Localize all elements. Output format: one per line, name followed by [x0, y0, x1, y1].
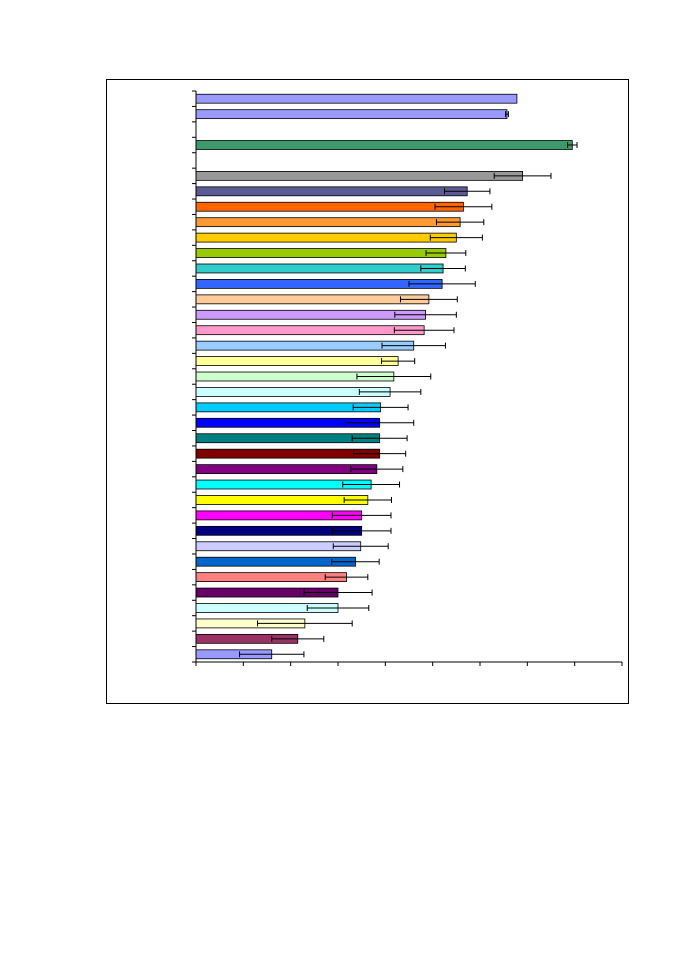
error-bar	[342, 481, 401, 488]
bar	[195, 109, 508, 120]
error-bar	[434, 203, 493, 210]
error-bar	[257, 620, 353, 627]
bar	[195, 93, 518, 104]
error-bar	[505, 111, 509, 118]
error-bar	[358, 388, 422, 395]
error-bar	[567, 142, 578, 149]
error-bar	[332, 543, 389, 550]
bar	[195, 448, 381, 459]
bar	[195, 340, 415, 351]
error-bar	[331, 527, 392, 534]
error-bar	[351, 435, 408, 442]
bar	[195, 232, 457, 243]
error-bar	[343, 496, 392, 503]
bar	[195, 325, 425, 336]
error-bar	[303, 589, 373, 596]
bar	[195, 217, 461, 228]
bar	[195, 356, 399, 366]
bar	[195, 201, 464, 212]
error-bar	[331, 512, 392, 519]
axis-ticks	[192, 90, 623, 666]
error-bar	[352, 404, 409, 411]
error-bar	[425, 250, 467, 257]
error-bar	[394, 311, 457, 318]
bar	[195, 495, 369, 505]
error-bar	[239, 651, 305, 658]
error-bar	[353, 450, 407, 457]
error-bar	[399, 296, 458, 303]
error-bar	[493, 172, 552, 179]
error-bars	[239, 111, 578, 658]
error-bar	[381, 342, 446, 349]
error-bar	[324, 574, 369, 581]
bar	[195, 309, 426, 320]
error-bar	[429, 234, 483, 241]
error-bar	[420, 265, 466, 272]
error-bar	[356, 373, 432, 380]
error-bar	[381, 358, 416, 365]
error-bar	[435, 219, 485, 226]
error-bar	[408, 280, 476, 287]
bar	[195, 279, 443, 289]
bar	[195, 263, 444, 274]
bar	[195, 464, 378, 474]
bar	[195, 248, 447, 258]
error-bar	[331, 558, 380, 565]
error-bar	[345, 419, 415, 426]
error-bar	[271, 635, 325, 642]
bar	[195, 140, 573, 150]
bar	[195, 171, 524, 181]
bar	[195, 186, 468, 197]
error-bar	[350, 466, 404, 473]
error-bar	[444, 188, 491, 195]
error-bar	[393, 327, 455, 334]
error-bar	[306, 604, 370, 611]
bar	[195, 572, 347, 582]
bar	[195, 294, 430, 305]
